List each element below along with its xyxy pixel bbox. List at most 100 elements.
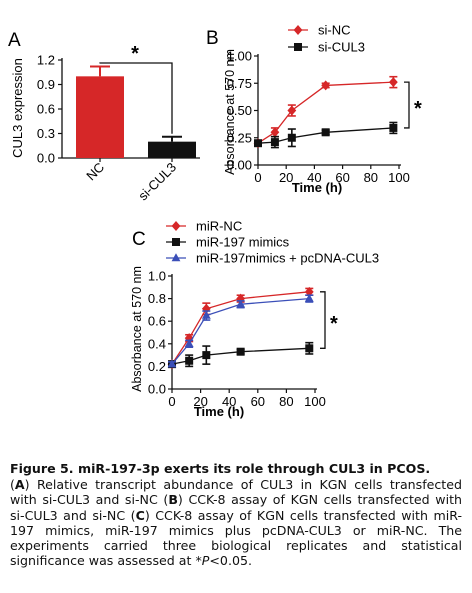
- panel-a-y-tick-label: 1.2: [37, 53, 55, 68]
- panel-b-y-tick-label: 0.25: [227, 130, 252, 145]
- panel-b-x-tick-label: 80: [364, 170, 378, 185]
- panel-b-data-point: [321, 128, 330, 137]
- panel-c-x-tick-label: 100: [304, 394, 326, 409]
- panel-c-legend-marker: [171, 221, 181, 231]
- panel-a-bar-chart: A CUL3 expression 0.0 0.3 0.6 0.9 1.2 NC si-C…: [8, 30, 200, 203]
- panel-c-data-point: [305, 344, 314, 353]
- panel-a-significance-bracket: [99, 62, 173, 134]
- panel-b-series: [253, 75, 398, 149]
- panel-a-category-label: NC: [83, 160, 107, 184]
- caption-letter-c: C: [135, 507, 145, 523]
- panel-c-x-tick-label: 0: [168, 394, 175, 409]
- panel-b-significance: *: [404, 81, 422, 129]
- panel-c-legend-label: miR-NC: [196, 219, 242, 234]
- caption-text-c: CCK-8 assay of KGN cells transfected wit…: [10, 507, 462, 569]
- panel-c-ticks: 0.0 0.2 0.4 0.6 0.8 1.0 0 20 40 60 80 100: [148, 269, 326, 410]
- panel-a-ylabel: CUL3 expression: [10, 58, 25, 158]
- caption-letter-b: B: [168, 492, 178, 508]
- panel-a-bar: [76, 76, 124, 158]
- panel-b-data-point: [388, 77, 398, 88]
- panel-a-significance-star: *: [131, 43, 139, 65]
- panel-c-x-tick-label: 20: [193, 394, 207, 409]
- panel-b-line-chart: B Absorbance at 570 nm Time (h) 0.00 0.25…: [206, 23, 422, 196]
- panel-c-x-tick-label: 40: [222, 394, 236, 409]
- panel-b-significance-star: *: [414, 98, 422, 120]
- panel-b-data-point: [287, 105, 297, 116]
- panel-c-y-tick-label: 1.0: [148, 269, 166, 284]
- panel-b-x-tick-label: 60: [335, 170, 349, 185]
- panel-c-data-point: [236, 299, 246, 308]
- panel-c-x-tick-label: 60: [251, 394, 265, 409]
- panel-c-data-point: [236, 347, 245, 356]
- caption-title: Figure 5. miR-197-3p exerts its role thr…: [10, 461, 431, 476]
- panel-b-legend-marker: [293, 25, 303, 35]
- panel-c-data-point: [185, 356, 194, 365]
- panel-b-ylabel: Absorbance at 570 nm: [223, 49, 237, 175]
- panel-c-y-tick-label: 0.0: [148, 382, 166, 397]
- panel-b-data-point: [270, 127, 280, 138]
- panel-a-y-tick-label: 0.3: [37, 126, 55, 141]
- panel-b-legend-marker: [294, 43, 302, 51]
- panel-c-significance: *: [320, 291, 338, 349]
- panel-c-line-chart: C Absorbance at 570 nm Time (h) 0.00.20.…: [130, 219, 379, 420]
- panel-b-y-tick-label: 1.00: [227, 49, 252, 64]
- panel-c-data-point: [202, 351, 211, 360]
- panel-a-y-ticks: 0.0 0.3 0.6 0.9 1.2: [37, 53, 62, 166]
- panel-c-series: [167, 286, 314, 370]
- panel-b-letter: B: [206, 28, 219, 49]
- panel-b-x-tick-label: 0: [254, 170, 261, 185]
- panel-a-y-tick-label: 0.0: [37, 151, 55, 166]
- panel-c-legend-marker: [172, 238, 180, 246]
- panel-a-y-tick-label: 0.6: [37, 102, 55, 117]
- panel-a-category-label: si-CUL3: [135, 160, 179, 204]
- panel-a-bar: [148, 141, 196, 158]
- caption-p-threshold: <0.05.: [209, 553, 252, 569]
- figure-caption: Figure 5. miR-197-3p exerts its role thr…: [10, 461, 462, 568]
- panel-c-data-point: [304, 293, 314, 302]
- caption-p-symbol: P: [201, 553, 210, 569]
- panel-c-data-point: [201, 310, 211, 319]
- panel-c-data-point: [167, 359, 177, 368]
- panel-c-data-point: [184, 339, 194, 347]
- panel-c-x-tick-label: 80: [279, 394, 293, 409]
- panel-b-axes: [257, 54, 401, 166]
- panel-c-legend-label: miR-197 mimics: [196, 235, 290, 250]
- panel-a-bars: [76, 65, 196, 158]
- panel-b-y-tick-label: 0.50: [227, 103, 252, 118]
- panel-b-data-point: [254, 139, 262, 148]
- panel-a-y-tick-label: 0.9: [37, 77, 55, 92]
- panel-c-y-tick-label: 0.8: [148, 291, 166, 306]
- figure-5: A CUL3 expression 0.0 0.3 0.6 0.9 1.2 NC si-C…: [8, 23, 422, 420]
- panel-b-y-tick-label: 0.00: [227, 158, 252, 173]
- caption-text-b: CCK-8 assay of KGN cells transfected wit…: [10, 492, 462, 523]
- panel-b-x-tick-label: 40: [307, 170, 321, 185]
- panel-c-legend-label: miR-197mimics + pcDNA-CUL3: [196, 251, 379, 266]
- caption-letter-a: A: [14, 477, 25, 493]
- panel-b-y-tick-label: 0.75: [227, 76, 252, 91]
- panel-c-y-tick-label: 0.2: [148, 359, 166, 374]
- panel-b-data-point: [389, 123, 398, 132]
- panel-a-category-labels: NC si-CUL3: [83, 158, 179, 203]
- panel-b-xlabel: Time (h): [292, 180, 342, 195]
- panel-c-ylabel: Absorbance at 570 nm: [130, 266, 144, 392]
- panel-b-legend-label: si-NC: [318, 23, 351, 38]
- panel-c-y-tick-label: 0.4: [148, 336, 166, 351]
- panel-a-letter: A: [8, 30, 21, 51]
- panel-b-x-tick-label: 20: [279, 170, 293, 185]
- panel-c-data-point: [304, 286, 314, 297]
- panel-a-significance: *: [99, 43, 173, 134]
- panel-c-xlabel: Time (h): [194, 404, 244, 419]
- panel-b-data-point: [270, 138, 279, 147]
- caption-text-a: Relative transcript abundance of CUL3 in…: [10, 477, 462, 508]
- panel-c-y-tick-label: 0.6: [148, 314, 166, 329]
- panel-c-legend-marker: [171, 253, 181, 262]
- panel-c-axes: [171, 274, 317, 390]
- panel-b-legend-label: si-CUL3: [318, 40, 365, 55]
- panel-c-significance-bracket: [320, 291, 326, 349]
- panel-b-x-tick-label: 100: [388, 170, 410, 185]
- panel-c-letter: C: [132, 229, 146, 250]
- panel-b-ticks: 0.00 0.25 0.50 0.75 1.00 0 20 40 60 80 100: [227, 49, 410, 186]
- panel-b-legend: si-NC si-CUL3: [288, 23, 365, 55]
- panel-b-data-point: [287, 133, 296, 142]
